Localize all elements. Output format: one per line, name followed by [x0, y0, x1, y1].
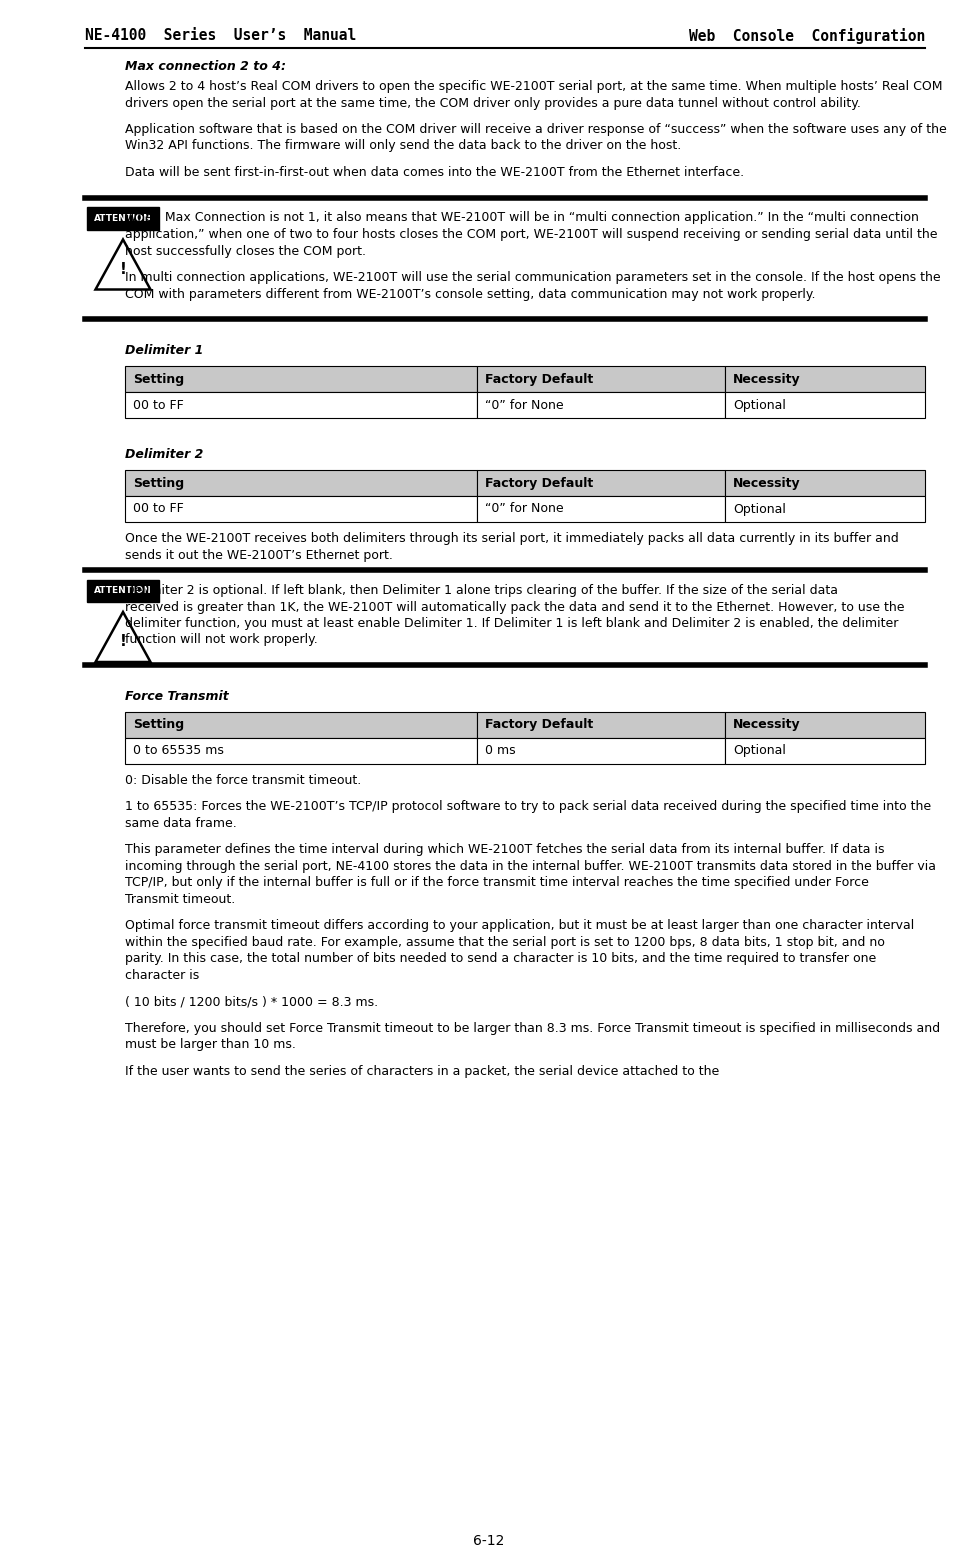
Bar [477, 470, 724, 497]
Bar [477, 366, 724, 392]
Text: must be larger than 10 ms.: must be larger than 10 ms. [125, 1039, 296, 1051]
Text: ATTENTION: ATTENTION [94, 214, 151, 223]
Text: sends it out the WE-2100T’s Ethernet port.: sends it out the WE-2100T’s Ethernet por… [125, 548, 393, 561]
Text: “0” for None: “0” for None [485, 503, 563, 515]
Text: !: ! [119, 634, 126, 650]
Text: Setting: Setting [133, 476, 184, 489]
Text: drivers open the serial port at the same time, the COM driver only provides a pu: drivers open the serial port at the same… [125, 97, 860, 109]
Text: Delimiter 1: Delimiter 1 [125, 344, 203, 358]
Bar [724, 497, 924, 522]
Bar [724, 392, 924, 419]
Text: !: ! [119, 262, 126, 276]
Text: within the specified baud rate. For example, assume that the serial port is set : within the specified baud rate. For exam… [125, 936, 884, 950]
Text: Optional: Optional [732, 503, 786, 515]
Text: Once the WE-2100T receives both delimiters through its serial port, it immediate: Once the WE-2100T receives both delimite… [125, 533, 898, 545]
Text: parity. In this case, the total number of bits needed to send a character is 10 : parity. In this case, the total number o… [125, 953, 875, 965]
Polygon shape [96, 612, 150, 662]
Text: Transmit timeout.: Transmit timeout. [125, 893, 235, 906]
Text: “0” for None: “0” for None [485, 398, 563, 411]
Text: Necessity: Necessity [732, 476, 800, 489]
Text: Optional: Optional [732, 398, 786, 411]
Bar [724, 737, 924, 764]
Text: 00 to FF: 00 to FF [133, 398, 184, 411]
Text: Allows 2 to 4 host’s Real COM drivers to open the specific WE-2100T serial port,: Allows 2 to 4 host’s Real COM drivers to… [125, 80, 942, 94]
Text: received is greater than 1K, the WE-2100T will automatically pack the data and s: received is greater than 1K, the WE-2100… [125, 600, 904, 614]
Bar [724, 470, 924, 497]
Text: 0 to 65535 ms: 0 to 65535 ms [133, 745, 224, 758]
Text: 00 to FF: 00 to FF [133, 503, 184, 515]
Text: Necessity: Necessity [732, 372, 800, 386]
Text: Therefore, you should set Force Transmit timeout to be larger than 8.3 ms. Force: Therefore, you should set Force Transmit… [125, 1022, 939, 1036]
Text: Force Transmit: Force Transmit [125, 690, 229, 703]
Text: In multi connection applications, WE-2100T will use the serial communication par: In multi connection applications, WE-210… [125, 270, 940, 284]
Text: Factory Default: Factory Default [485, 719, 593, 731]
Bar [477, 392, 724, 419]
Bar [477, 712, 724, 737]
Text: Factory Default: Factory Default [485, 476, 593, 489]
Text: same data frame.: same data frame. [125, 817, 236, 829]
Text: COM with parameters different from WE-2100T’s console setting, data communicatio: COM with parameters different from WE-21… [125, 287, 815, 300]
Text: When Max Connection is not 1, it also means that WE-2100T will be in “multi conn: When Max Connection is not 1, it also me… [125, 211, 918, 225]
Bar [125, 712, 477, 737]
Text: If the user wants to send the series of characters in a packet, the serial devic: If the user wants to send the series of … [125, 1065, 718, 1078]
Text: Delimiter 2: Delimiter 2 [125, 448, 203, 461]
Text: 0: Disable the force transmit timeout.: 0: Disable the force transmit timeout. [125, 775, 361, 787]
Bar [87, 208, 159, 230]
Text: NE-4100  Series  User’s  Manual: NE-4100 Series User’s Manual [85, 28, 356, 44]
Text: Win32 API functions. The firmware will only send the data back to the driver on : Win32 API functions. The firmware will o… [125, 139, 681, 153]
Text: Setting: Setting [133, 719, 184, 731]
Text: Data will be sent first-in-first-out when data comes into the WE-2100T from the : Data will be sent first-in-first-out whe… [125, 166, 743, 180]
Bar [125, 497, 477, 522]
Text: function will not work properly.: function will not work properly. [125, 634, 318, 647]
Text: Optimal force transmit timeout differs according to your application, but it mus: Optimal force transmit timeout differs a… [125, 920, 913, 933]
Text: Necessity: Necessity [732, 719, 800, 731]
Bar [724, 712, 924, 737]
Text: ( 10 bits / 1200 bits/s ) * 1000 = 8.3 ms.: ( 10 bits / 1200 bits/s ) * 1000 = 8.3 m… [125, 995, 378, 1009]
Text: delimiter function, you must at least enable Delimiter 1. If Delimiter 1 is left: delimiter function, you must at least en… [125, 617, 898, 629]
Bar [125, 470, 477, 497]
Bar [87, 580, 159, 601]
Text: Delimiter 2 is optional. If left blank, then Delimiter 1 alone trips clearing of: Delimiter 2 is optional. If left blank, … [125, 584, 837, 597]
Text: character is: character is [125, 968, 199, 982]
Text: Max connection 2 to 4:: Max connection 2 to 4: [125, 59, 285, 73]
Text: 6-12: 6-12 [473, 1534, 504, 1548]
Text: host successfully closes the COM port.: host successfully closes the COM port. [125, 245, 365, 258]
Text: TCP/IP, but only if the internal buffer is full or if the force transmit time in: TCP/IP, but only if the internal buffer … [125, 876, 868, 889]
Text: Web  Console  Configuration: Web Console Configuration [688, 28, 924, 44]
Text: ATTENTION: ATTENTION [94, 586, 151, 595]
Text: 0 ms: 0 ms [485, 745, 515, 758]
Bar [477, 737, 724, 764]
Text: Factory Default: Factory Default [485, 372, 593, 386]
Text: application,” when one of two to four hosts closes the COM port, WE-2100T will s: application,” when one of two to four ho… [125, 228, 937, 241]
Text: Setting: Setting [133, 372, 184, 386]
Polygon shape [96, 239, 150, 289]
Text: incoming through the serial port, NE-4100 stores the data in the internal buffer: incoming through the serial port, NE-410… [125, 861, 935, 873]
Bar [125, 392, 477, 419]
Text: Optional: Optional [732, 745, 786, 758]
Text: This parameter defines the time interval during which WE-2100T fetches the seria: This parameter defines the time interval… [125, 843, 883, 856]
Bar [125, 366, 477, 392]
Bar [724, 366, 924, 392]
Bar [125, 737, 477, 764]
Bar [477, 497, 724, 522]
Text: 1 to 65535: Forces the WE-2100T’s TCP/IP protocol software to try to pack serial: 1 to 65535: Forces the WE-2100T’s TCP/IP… [125, 800, 930, 814]
Text: Application software that is based on the COM driver will receive a driver respo: Application software that is based on th… [125, 123, 946, 136]
